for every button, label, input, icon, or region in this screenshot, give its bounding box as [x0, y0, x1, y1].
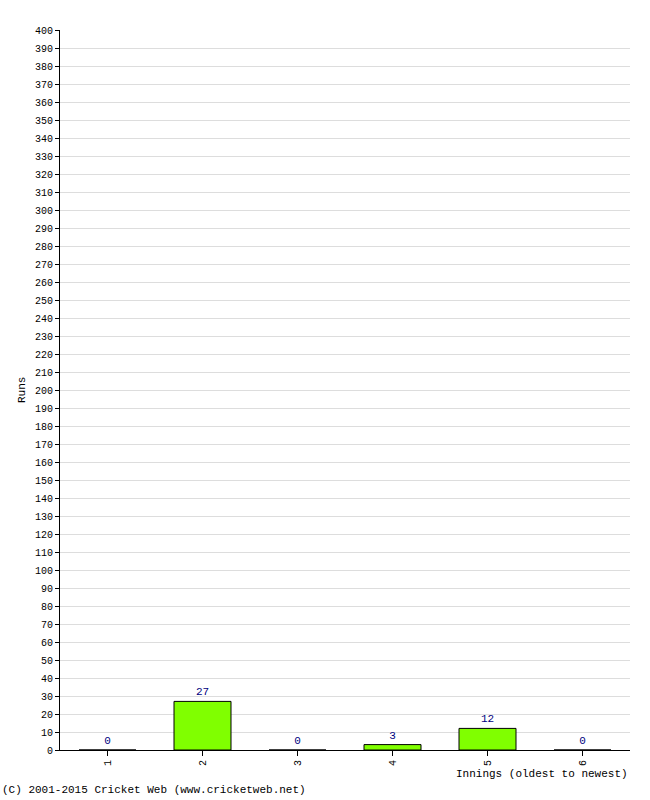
svg-text:190: 190	[35, 404, 53, 415]
svg-text:6: 6	[578, 760, 589, 766]
svg-text:12: 12	[481, 713, 494, 725]
svg-text:4: 4	[388, 760, 399, 766]
svg-text:380: 380	[35, 62, 53, 73]
svg-text:20: 20	[41, 710, 53, 721]
svg-text:310: 310	[35, 188, 53, 199]
svg-text:180: 180	[35, 422, 53, 433]
svg-text:70: 70	[41, 620, 53, 631]
svg-text:2: 2	[198, 760, 209, 766]
svg-text:3: 3	[293, 760, 304, 766]
svg-text:150: 150	[35, 476, 53, 487]
svg-text:350: 350	[35, 116, 53, 127]
svg-text:0: 0	[579, 735, 586, 747]
svg-text:230: 230	[35, 332, 53, 343]
svg-text:60: 60	[41, 638, 53, 649]
svg-text:120: 120	[35, 530, 53, 541]
svg-text:0: 0	[294, 735, 301, 747]
svg-text:400: 400	[35, 26, 53, 37]
svg-text:3: 3	[389, 730, 396, 742]
svg-text:250: 250	[35, 296, 53, 307]
svg-text:(C) 2001-2015 Cricket Web (www: (C) 2001-2015 Cricket Web (www.cricketwe…	[2, 784, 306, 796]
svg-text:390: 390	[35, 44, 53, 55]
svg-text:1: 1	[103, 760, 114, 766]
svg-text:290: 290	[35, 224, 53, 235]
svg-text:130: 130	[35, 512, 53, 523]
svg-text:0: 0	[104, 735, 111, 747]
svg-text:200: 200	[35, 386, 53, 397]
svg-text:80: 80	[41, 602, 53, 613]
svg-text:160: 160	[35, 458, 53, 469]
svg-text:Runs: Runs	[16, 377, 28, 403]
svg-text:140: 140	[35, 494, 53, 505]
svg-text:280: 280	[35, 242, 53, 253]
svg-text:0: 0	[47, 746, 53, 757]
svg-text:170: 170	[35, 440, 53, 451]
svg-text:220: 220	[35, 350, 53, 361]
svg-text:260: 260	[35, 278, 53, 289]
svg-text:Innings (oldest to newest): Innings (oldest to newest)	[456, 768, 628, 780]
svg-text:30: 30	[41, 692, 53, 703]
svg-text:90: 90	[41, 584, 53, 595]
svg-text:10: 10	[41, 728, 53, 739]
svg-text:27: 27	[196, 686, 209, 698]
svg-text:330: 330	[35, 152, 53, 163]
svg-text:340: 340	[35, 134, 53, 145]
svg-text:300: 300	[35, 206, 53, 217]
svg-text:5: 5	[483, 760, 494, 766]
svg-text:100: 100	[35, 566, 53, 577]
svg-text:360: 360	[35, 98, 53, 109]
svg-text:50: 50	[41, 656, 53, 667]
svg-text:320: 320	[35, 170, 53, 181]
svg-text:210: 210	[35, 368, 53, 379]
svg-text:240: 240	[35, 314, 53, 325]
svg-text:110: 110	[35, 548, 53, 559]
svg-text:40: 40	[41, 674, 53, 685]
svg-text:370: 370	[35, 80, 53, 91]
svg-text:270: 270	[35, 260, 53, 271]
